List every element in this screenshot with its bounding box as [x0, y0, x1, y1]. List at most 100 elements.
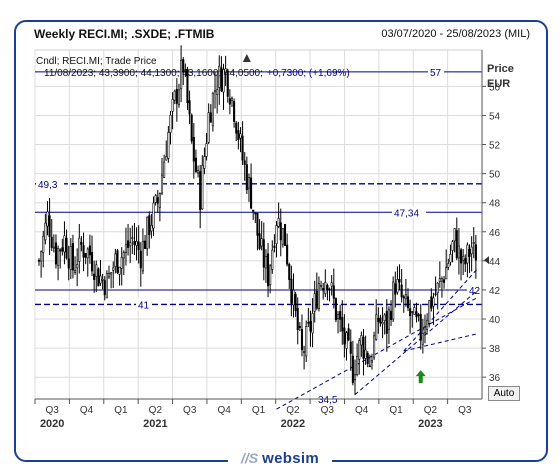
candle-body	[184, 69, 187, 72]
candle-body	[440, 278, 443, 282]
candle	[171, 92, 174, 130]
candle	[203, 147, 206, 175]
y-tick-label: 56	[489, 82, 501, 93]
candle-body	[368, 365, 371, 368]
candle	[74, 256, 77, 275]
candle	[438, 261, 441, 288]
candle-body	[156, 197, 159, 204]
candle-body	[447, 263, 450, 268]
candle-body	[362, 336, 365, 359]
candle-body	[398, 279, 401, 283]
candle-body	[90, 252, 94, 272]
candle-body	[243, 160, 246, 165]
y-tick-label: 36	[489, 373, 501, 384]
candle	[103, 276, 106, 301]
date-range: 03/07/2020 - 25/08/2023 (MIL)	[381, 28, 530, 40]
level-label: 57	[430, 68, 442, 79]
x-year-label: 2022	[281, 418, 305, 430]
candle	[377, 307, 380, 334]
level-label-bg	[428, 65, 444, 78]
candle-body	[406, 296, 410, 309]
candle-body	[347, 328, 350, 341]
candle	[290, 265, 293, 317]
candle	[40, 250, 43, 278]
candle	[180, 45, 183, 103]
x-quarter-label: Q1	[389, 405, 403, 416]
candle-body	[207, 112, 210, 143]
candle-body	[120, 257, 123, 269]
candle	[368, 354, 371, 368]
last-price-marker	[484, 256, 489, 265]
candle-body	[264, 256, 267, 269]
candle-body	[445, 267, 448, 280]
candle-body	[307, 321, 310, 324]
candle-body	[396, 279, 399, 293]
candle	[52, 234, 55, 253]
candle-body	[449, 254, 452, 263]
candle-body	[453, 228, 456, 242]
candle-body	[466, 244, 469, 264]
candle-body	[379, 317, 382, 324]
candle-body	[105, 273, 108, 299]
candle-body	[250, 177, 253, 209]
x-quarter-label: Q3	[183, 405, 197, 416]
candle	[120, 247, 123, 286]
candle	[432, 292, 435, 325]
annotations	[242, 54, 426, 384]
auto-scale-button[interactable]: Auto	[488, 386, 520, 401]
candle	[356, 343, 359, 377]
candle-body	[40, 251, 43, 262]
candle-body	[377, 317, 380, 322]
candle	[434, 276, 437, 297]
candle	[315, 272, 318, 311]
candle-body	[37, 260, 41, 262]
candle	[213, 72, 217, 109]
candle	[451, 240, 454, 263]
candle	[101, 273, 104, 290]
candle	[192, 123, 195, 179]
candle-body	[71, 243, 74, 271]
candle	[332, 268, 335, 309]
candle-body	[269, 265, 272, 286]
candle-body	[69, 245, 72, 270]
candle-body	[349, 341, 352, 354]
candle	[455, 217, 458, 261]
y-axis-unit: EUR	[487, 78, 510, 90]
candle	[379, 314, 382, 327]
candle	[201, 155, 204, 210]
candle	[254, 212, 257, 224]
candle-body	[462, 255, 465, 261]
candle	[307, 307, 310, 327]
candle	[152, 196, 155, 236]
x-quarter-label: Q3	[321, 405, 335, 416]
candle-body	[375, 314, 378, 340]
trendline	[403, 267, 479, 352]
candle-body	[203, 156, 206, 169]
candle	[470, 236, 473, 272]
candle	[288, 262, 291, 289]
candle-body	[180, 59, 183, 90]
candle-body	[404, 294, 407, 300]
candle-body	[139, 250, 142, 269]
candle-body	[292, 289, 295, 306]
candle	[339, 304, 342, 332]
candle	[394, 271, 397, 308]
candle-body	[428, 300, 431, 324]
candle	[343, 314, 346, 358]
candle	[175, 78, 178, 122]
candle	[370, 353, 374, 370]
candle	[415, 302, 418, 323]
candle	[349, 329, 352, 371]
candle-body	[305, 326, 308, 357]
x-quarter-label: Q2	[286, 405, 300, 416]
candle	[158, 192, 161, 222]
candle-body	[464, 258, 467, 265]
candle	[353, 359, 357, 395]
candle	[330, 275, 333, 296]
candle	[392, 276, 395, 323]
y-axis: 36 38 40 42 44 46 48 50 52 54 56	[481, 50, 501, 399]
candle-body	[373, 335, 376, 358]
candle-body	[137, 241, 140, 251]
candle	[129, 227, 132, 264]
